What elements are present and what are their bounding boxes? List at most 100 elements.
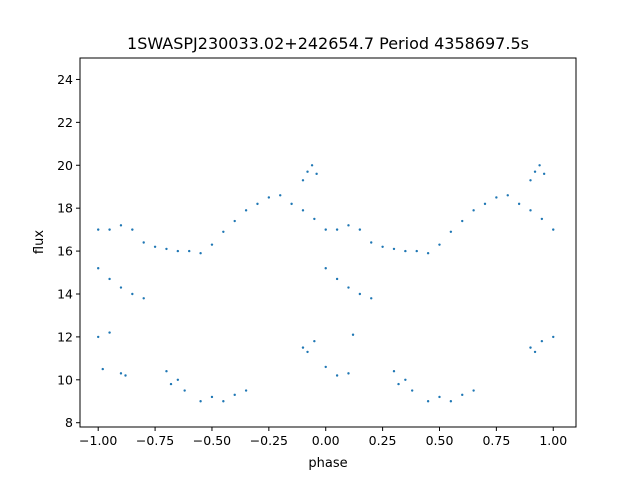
x-tick-label: 0.00 xyxy=(312,433,340,448)
y-tick-label: 14 xyxy=(57,286,73,301)
data-point xyxy=(131,292,134,296)
data-point xyxy=(552,228,555,231)
data-points xyxy=(97,164,555,403)
data-point xyxy=(392,247,396,251)
x-tick-label: 0.25 xyxy=(369,433,397,448)
y-tick-label: 18 xyxy=(57,201,73,216)
data-point xyxy=(461,393,464,397)
data-point xyxy=(347,286,350,289)
data-point xyxy=(415,249,418,253)
y-tick-label: 20 xyxy=(57,158,73,173)
data-point xyxy=(119,224,123,227)
data-point xyxy=(529,179,532,182)
x-tick-label: −0.75 xyxy=(136,433,174,448)
data-point xyxy=(165,247,168,251)
y-tick-label: 10 xyxy=(57,372,73,387)
data-point xyxy=(529,346,532,349)
data-point xyxy=(97,267,100,270)
data-point xyxy=(347,372,350,375)
x-tick-label: −0.50 xyxy=(193,433,231,448)
data-point xyxy=(552,335,555,339)
data-point xyxy=(301,346,305,349)
data-point xyxy=(335,228,339,231)
data-point xyxy=(153,245,157,248)
data-point xyxy=(472,209,475,212)
data-point xyxy=(426,252,430,255)
data-point xyxy=(233,219,236,223)
data-point xyxy=(506,194,509,197)
data-point xyxy=(358,292,362,296)
x-axis: −1.00 −0.75 −0.50 −0.25 0.00 0.25 0.50 0.75 1.00 xyxy=(79,427,567,448)
data-point xyxy=(306,350,309,354)
data-point xyxy=(233,393,236,397)
data-point xyxy=(199,400,202,403)
x-axis-label: phase xyxy=(308,456,347,471)
y-tick-label: 12 xyxy=(57,329,73,344)
data-point xyxy=(176,378,180,382)
data-point xyxy=(119,372,123,375)
data-point xyxy=(108,228,111,231)
data-point xyxy=(517,202,521,206)
data-point xyxy=(188,249,191,253)
data-point xyxy=(529,209,532,212)
data-point xyxy=(183,389,186,392)
data-point xyxy=(461,219,464,223)
data-point xyxy=(392,370,396,373)
data-point xyxy=(533,170,537,173)
data-point xyxy=(347,224,350,227)
data-point xyxy=(210,243,214,246)
data-point xyxy=(449,400,453,403)
data-point xyxy=(165,370,168,373)
data-point xyxy=(142,241,145,244)
chart-title: 1SWASPJ230033.02+242654.7 Period 4358697… xyxy=(127,34,529,53)
y-tick-label: 22 xyxy=(57,115,73,130)
data-point xyxy=(101,367,104,371)
data-point xyxy=(324,228,327,231)
data-point xyxy=(335,277,339,281)
data-point xyxy=(438,243,441,246)
data-point xyxy=(108,331,111,334)
data-point xyxy=(97,228,100,231)
data-point xyxy=(540,217,544,221)
data-point xyxy=(404,378,407,382)
data-point xyxy=(210,395,214,399)
data-point xyxy=(483,202,487,206)
data-point xyxy=(256,202,259,206)
y-tick-label: 24 xyxy=(57,72,73,87)
data-point xyxy=(279,194,282,197)
data-point xyxy=(410,389,414,392)
data-point xyxy=(222,230,225,233)
data-point xyxy=(176,249,180,253)
data-point xyxy=(244,209,248,212)
data-point xyxy=(131,228,134,231)
data-point xyxy=(142,297,145,300)
data-point xyxy=(358,228,362,231)
x-tick-label: −0.25 xyxy=(250,433,288,448)
data-point xyxy=(313,217,316,221)
x-tick-label: 1.00 xyxy=(539,433,567,448)
data-point xyxy=(313,339,316,343)
x-tick-label: −1.00 xyxy=(79,433,117,448)
data-point xyxy=(533,350,537,354)
data-point xyxy=(324,365,327,369)
data-point xyxy=(97,335,100,339)
data-point xyxy=(119,286,123,289)
y-tick-label: 8 xyxy=(65,415,73,430)
data-point xyxy=(267,196,271,199)
data-point xyxy=(335,374,339,377)
y-axis-label: flux xyxy=(32,230,47,254)
data-point xyxy=(397,382,400,386)
data-point xyxy=(370,297,373,300)
data-point xyxy=(381,245,384,248)
data-point xyxy=(324,267,327,270)
data-point xyxy=(244,389,248,392)
y-axis: 8 10 12 14 16 18 20 22 24 xyxy=(57,72,80,430)
x-tick-label: 0.75 xyxy=(482,433,510,448)
data-point xyxy=(404,249,407,253)
data-point xyxy=(124,374,127,377)
data-point xyxy=(426,400,430,403)
data-point xyxy=(306,170,309,173)
data-point xyxy=(310,164,314,167)
data-point xyxy=(290,202,293,206)
data-point xyxy=(495,196,498,199)
